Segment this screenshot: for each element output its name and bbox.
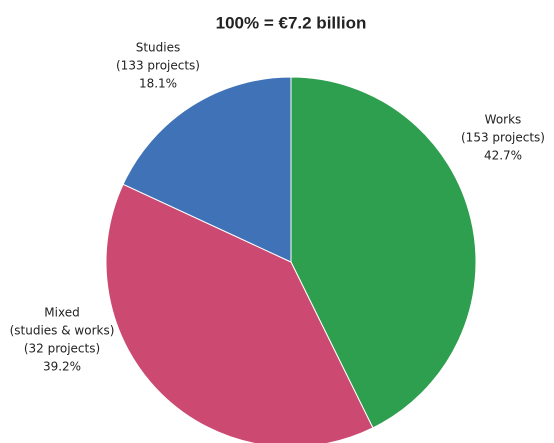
pie-slice xyxy=(105,183,374,443)
chart-subtitle: 100% = €7.2 billion xyxy=(216,13,367,32)
slice-value: 42.7% xyxy=(484,149,522,163)
slice-detail: (studies & works) xyxy=(10,324,115,338)
pie-slice xyxy=(122,76,292,263)
slice-label: Works xyxy=(485,113,522,127)
slice-value: 39.2% xyxy=(43,360,81,374)
slice-value: 18.1% xyxy=(139,77,177,91)
slice-detail: (133 projects) xyxy=(116,59,200,73)
slice-detail: (32 projects) xyxy=(24,342,100,356)
pie-slice xyxy=(290,76,477,429)
slice-label: Studies xyxy=(136,41,181,55)
slice-label: Mixed xyxy=(44,306,79,320)
slice-detail: (153 projects) xyxy=(461,131,545,145)
